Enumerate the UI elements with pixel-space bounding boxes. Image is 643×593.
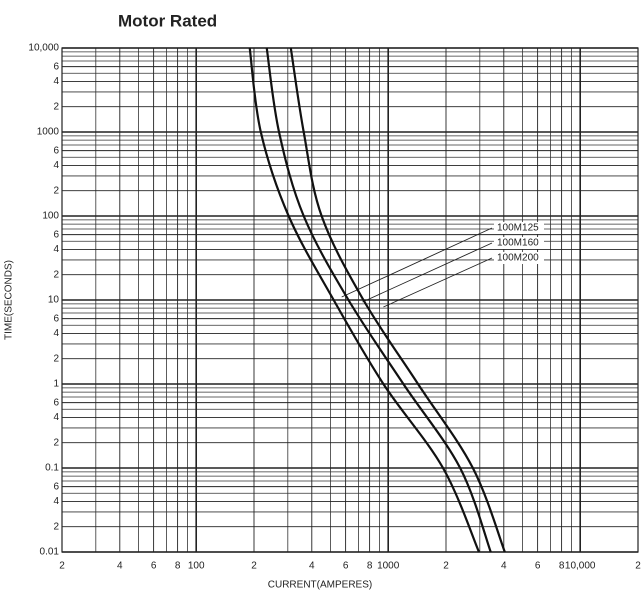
- y-tick-label: 2: [53, 101, 59, 112]
- y-tick-label: 2: [53, 521, 59, 532]
- x-tick-label: 4: [501, 561, 507, 572]
- x-tick-label: 8: [559, 561, 565, 572]
- y-tick-label: 10,000: [28, 43, 59, 54]
- curve: [248, 47, 480, 553]
- y-tick-label: 6: [53, 481, 59, 492]
- x-tick-label: 2: [443, 561, 449, 572]
- x-tick-label: 8: [175, 561, 181, 572]
- y-tick-label: 2: [53, 437, 59, 448]
- y-tick-label: 2: [53, 269, 59, 280]
- legend-box: [494, 252, 544, 264]
- y-tick-label: 1000: [37, 127, 60, 138]
- y-tick-label: 10: [48, 295, 60, 306]
- legend-box: [494, 237, 544, 249]
- leader-line: [341, 227, 493, 298]
- y-tick-label: 100: [42, 211, 59, 222]
- x-tick-label: 6: [535, 561, 541, 572]
- y-tick-label: 1: [53, 379, 59, 390]
- curve: [265, 47, 492, 553]
- y-tick-label: 4: [53, 76, 59, 87]
- y-tick-label: 0.01: [40, 547, 60, 558]
- y-tick-label: 2: [53, 353, 59, 364]
- y-tick-label: 4: [53, 328, 59, 339]
- x-tick-label: 2: [59, 561, 65, 572]
- y-tick-label: 6: [53, 229, 59, 240]
- x-tick-label: 4: [309, 561, 315, 572]
- legend-label: 100M125: [497, 223, 539, 234]
- legend-label: 100M200: [497, 253, 539, 264]
- legend-box: [494, 222, 544, 234]
- y-tick-label: 4: [53, 244, 59, 255]
- x-tick-label: 2: [251, 561, 257, 572]
- y-tick-label: 6: [53, 313, 59, 324]
- x-tick-label: 1000: [377, 561, 400, 572]
- y-tick-label: 4: [53, 412, 59, 423]
- y-tick-label: 6: [53, 397, 59, 408]
- y-tick-label: 6: [53, 145, 59, 156]
- y-tick-label: 4: [53, 496, 59, 507]
- y-tick-label: 0.1: [45, 463, 59, 474]
- x-axis-label: CURRENT(AMPERES): [268, 580, 372, 591]
- x-tick-label: 8: [367, 561, 373, 572]
- chart-title: Motor Rated: [118, 11, 217, 30]
- leader-line: [383, 257, 493, 308]
- curve: [289, 47, 506, 553]
- legend-label: 100M160: [497, 238, 539, 249]
- x-tick-label: 6: [343, 561, 349, 572]
- leader-line: [362, 242, 493, 303]
- x-tick-label: 6: [151, 561, 157, 572]
- y-tick-label: 4: [53, 160, 59, 171]
- x-tick-label: 100: [188, 561, 205, 572]
- y-tick-label: 6: [53, 61, 59, 72]
- x-tick-label: 4: [117, 561, 123, 572]
- plot-border: [61, 47, 639, 553]
- y-tick-label: 2: [53, 185, 59, 196]
- y-axis-label: TIME(SECONDS): [4, 260, 15, 340]
- x-tick-label: 10,000: [565, 561, 596, 572]
- x-tick-label: 2: [635, 561, 641, 572]
